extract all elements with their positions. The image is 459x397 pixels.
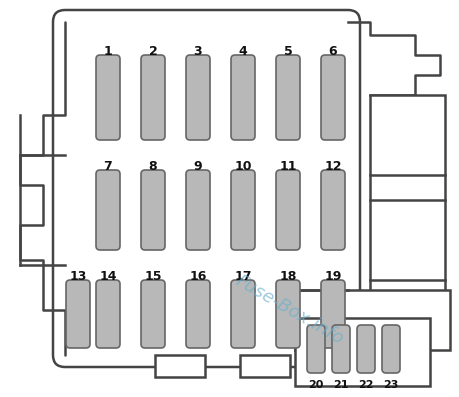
FancyBboxPatch shape <box>185 170 210 250</box>
Text: 17: 17 <box>234 270 251 283</box>
Text: 13: 13 <box>69 270 86 283</box>
FancyBboxPatch shape <box>96 280 120 348</box>
FancyBboxPatch shape <box>141 280 165 348</box>
Text: 15: 15 <box>144 270 162 283</box>
Bar <box>240 355 289 377</box>
FancyBboxPatch shape <box>185 55 210 140</box>
FancyBboxPatch shape <box>230 280 254 348</box>
FancyBboxPatch shape <box>53 10 359 367</box>
FancyBboxPatch shape <box>96 170 120 250</box>
Text: 19: 19 <box>324 270 341 283</box>
Text: 12: 12 <box>324 160 341 173</box>
FancyBboxPatch shape <box>141 55 165 140</box>
Text: 10: 10 <box>234 160 251 173</box>
Text: 18: 18 <box>279 270 296 283</box>
FancyBboxPatch shape <box>275 170 299 250</box>
FancyBboxPatch shape <box>320 55 344 140</box>
FancyBboxPatch shape <box>331 325 349 373</box>
Text: 20: 20 <box>308 380 323 390</box>
Text: 23: 23 <box>382 380 398 390</box>
FancyBboxPatch shape <box>141 170 165 250</box>
Text: 11: 11 <box>279 160 296 173</box>
FancyBboxPatch shape <box>230 55 254 140</box>
Text: 1: 1 <box>103 45 112 58</box>
FancyBboxPatch shape <box>275 280 299 348</box>
FancyBboxPatch shape <box>185 280 210 348</box>
Text: 16: 16 <box>189 270 206 283</box>
FancyBboxPatch shape <box>66 280 90 348</box>
FancyBboxPatch shape <box>356 325 374 373</box>
FancyBboxPatch shape <box>306 325 325 373</box>
Text: 8: 8 <box>148 160 157 173</box>
Text: Fuse-Box.info: Fuse-Box.info <box>232 272 347 348</box>
Text: 14: 14 <box>99 270 117 283</box>
Text: 22: 22 <box>358 380 373 390</box>
Bar <box>369 95 444 175</box>
FancyBboxPatch shape <box>96 55 120 140</box>
Text: 21: 21 <box>332 380 348 390</box>
Text: 7: 7 <box>103 160 112 173</box>
Text: 9: 9 <box>193 160 202 173</box>
Bar <box>369 200 444 280</box>
FancyBboxPatch shape <box>320 280 344 348</box>
Text: 4: 4 <box>238 45 247 58</box>
Text: 2: 2 <box>148 45 157 58</box>
Bar <box>294 290 449 350</box>
FancyBboxPatch shape <box>381 325 399 373</box>
Bar <box>155 355 205 377</box>
Text: 6: 6 <box>328 45 336 58</box>
FancyBboxPatch shape <box>320 170 344 250</box>
FancyBboxPatch shape <box>275 55 299 140</box>
Text: 3: 3 <box>193 45 202 58</box>
Bar <box>294 318 429 386</box>
Text: 5: 5 <box>283 45 292 58</box>
FancyBboxPatch shape <box>230 170 254 250</box>
